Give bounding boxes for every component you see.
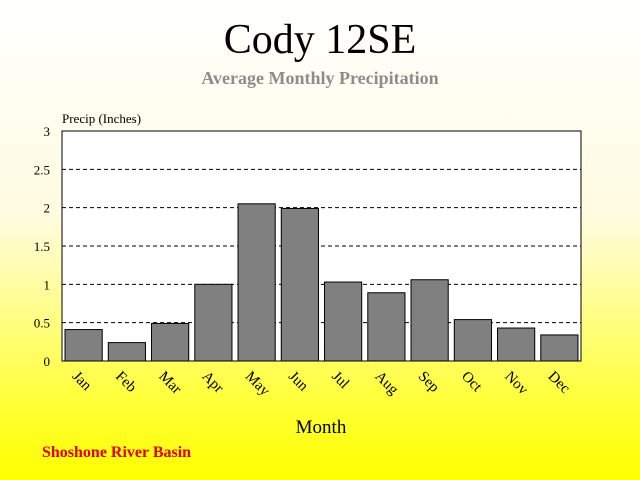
y-axis-ticks: 0 0.5 1 1.5 2 2.5 3 — [34, 124, 50, 369]
bar-mar — [151, 322, 190, 362]
y-tick-label: 2 — [44, 201, 51, 216]
x-axis-ticks: Jan Feb Mar Apr May Jun Jul Aug Sep Oct Nov Dec — [69, 369, 573, 400]
x-axis-label: Month — [296, 417, 347, 438]
bars — [64, 203, 579, 362]
y-tick-label: 2.5 — [34, 162, 50, 177]
x-tick-label: Feb — [112, 369, 139, 396]
y-tick-label: 0 — [44, 354, 51, 369]
bar-aug — [367, 292, 406, 362]
y-tick-label: 1 — [44, 277, 51, 292]
x-tick-label: Aug — [372, 369, 402, 399]
x-tick-label: May — [242, 369, 273, 400]
y-axis-label: Precip (Inches) — [62, 111, 141, 126]
bar-jun — [280, 207, 319, 362]
x-tick-label: Sep — [415, 369, 442, 396]
chart-title: Cody 12SE — [223, 17, 417, 63]
gridlines — [62, 168, 581, 324]
x-tick-label: Jun — [285, 369, 311, 395]
x-tick-label: Mar — [155, 369, 184, 398]
bar-oct — [453, 319, 492, 362]
footer-note: Shoshone River Basin — [42, 444, 192, 461]
x-tick-label: Nov — [501, 369, 531, 399]
y-tick-label: 3 — [44, 124, 51, 139]
bar-jul — [324, 281, 363, 362]
bar-nov — [497, 327, 536, 362]
bar-dec — [540, 334, 579, 362]
y-tick-label: 1.5 — [34, 239, 50, 254]
x-tick-label: Apr — [199, 369, 227, 397]
bar-jan — [64, 329, 103, 362]
x-tick-label: Dec — [545, 369, 574, 398]
x-tick-label: Oct — [458, 369, 485, 396]
y-tick-label: 0.5 — [34, 316, 50, 331]
chart-subtitle: Average Monthly Precipitation — [201, 68, 439, 88]
x-tick-label: Jan — [69, 369, 95, 395]
bar-apr — [194, 283, 233, 362]
x-tick-label: Jul — [328, 369, 352, 393]
bar-may — [237, 203, 276, 362]
bar-sep — [410, 279, 449, 362]
bar-feb — [107, 342, 146, 362]
